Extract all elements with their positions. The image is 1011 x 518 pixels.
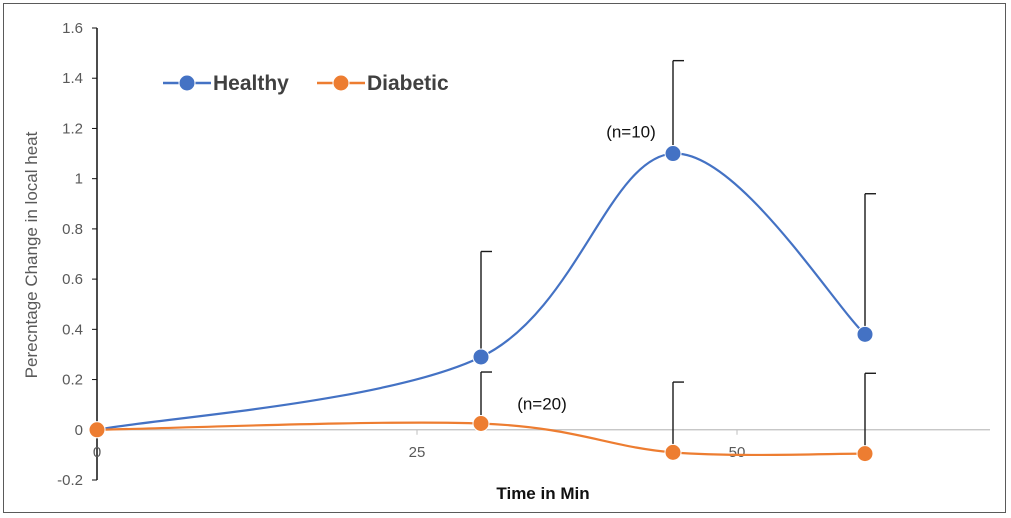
legend: Healthy Diabetic: [163, 72, 449, 95]
x-axis-title: Time in Min: [496, 484, 589, 503]
healthy-legend-marker: [178, 74, 196, 92]
x-tick-label: 25: [409, 444, 426, 461]
diabetic-sample-size-label: (n=20): [517, 395, 567, 414]
data-points: [88, 145, 874, 463]
diabetic-legend-marker: [332, 74, 350, 92]
y-tick-label: 0.2: [62, 372, 83, 389]
diabetic-data-point: [856, 445, 874, 463]
diabetic-series-line: [96, 421, 866, 457]
y-tick-label: 1.2: [62, 120, 83, 137]
x-axis: 0 25 50: [93, 429, 990, 461]
y-tick-label: 0.6: [62, 271, 83, 288]
healthy-sample-size-label: (n=10): [606, 123, 656, 142]
y-tick-label: 1.6: [62, 20, 83, 37]
series-lines: [96, 152, 866, 457]
y-tick-label: 1.4: [62, 70, 83, 87]
diabetic-data-point: [472, 415, 490, 432]
y-tick-label: 0.4: [62, 321, 83, 338]
diabetic-data-point: [88, 421, 106, 439]
healthy-data-point: [856, 325, 874, 343]
y-tick-label: 0: [75, 422, 83, 439]
y-axis-title: Perecntage Change in local heat: [22, 131, 41, 378]
error-bars: [480, 59, 876, 454]
healthy-data-point: [664, 145, 682, 163]
diabetic-data-point: [664, 443, 682, 461]
diabetic-legend-label: Diabetic: [367, 72, 449, 95]
healthy-series-line: [96, 152, 866, 431]
healthy-legend-label: Healthy: [213, 72, 289, 95]
healthy-data-point: [472, 348, 490, 366]
annotations: (n=10) (n=20): [517, 123, 656, 414]
y-tick-label: 0.8: [62, 221, 83, 238]
y-tick-label: -0.2: [57, 472, 83, 489]
x-tick-label: 50: [729, 444, 746, 461]
y-axis: -0.2 0 0.2 0.4 0.6 0.8 1 1.2 1.4 1.6: [57, 20, 98, 489]
x-tick-label: 0: [93, 444, 101, 461]
y-tick-label: 1: [75, 171, 83, 188]
